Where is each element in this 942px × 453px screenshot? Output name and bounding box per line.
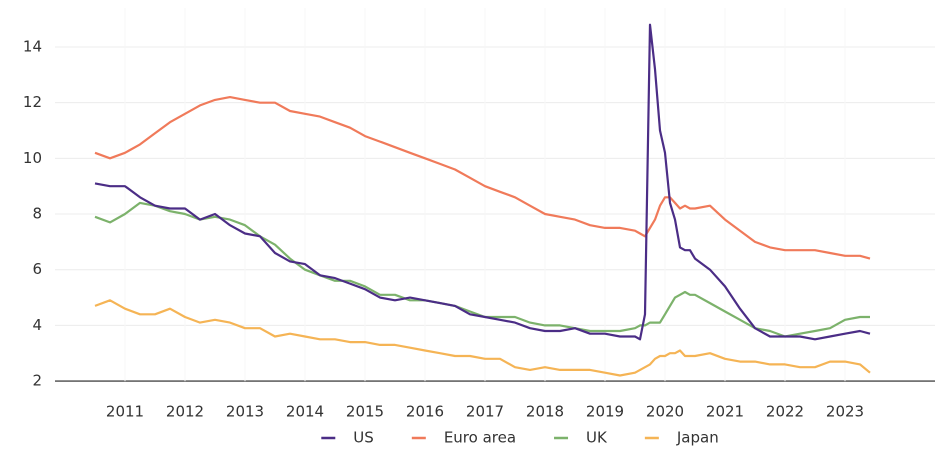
x-tick-label: 2023	[826, 403, 864, 421]
legend-label: US	[353, 429, 374, 447]
x-tick-label: 2021	[706, 403, 744, 421]
x-tick-label: 2013	[226, 403, 264, 421]
series-line	[94, 201, 870, 338]
x-tick-label: 2012	[166, 403, 204, 421]
x-tick-label: 2011	[106, 403, 144, 421]
y-tick-label: 12	[23, 93, 42, 111]
legend-label: Japan	[676, 429, 719, 447]
series-line	[94, 299, 871, 377]
x-tick-label: 2019	[586, 403, 624, 421]
x-tick-label: 2015	[346, 403, 384, 421]
series-line	[94, 23, 871, 341]
x-tick-label: 2017	[466, 403, 504, 421]
x-tick-label: 2016	[406, 403, 444, 421]
series-line	[94, 96, 871, 260]
y-tick-label: 2	[32, 372, 42, 390]
x-tick-label: 2020	[646, 403, 684, 421]
y-tick-label: 8	[32, 205, 42, 223]
x-tick-label: 2022	[766, 403, 804, 421]
x-tick-label: 2014	[286, 403, 324, 421]
legend-label: UK	[586, 429, 608, 447]
x-tick-label: 2018	[526, 403, 564, 421]
y-tick-label: 6	[32, 260, 42, 278]
y-tick-label: 4	[32, 316, 42, 334]
y-tick-label: 14	[23, 37, 42, 55]
legend-label: Euro area	[444, 429, 516, 447]
y-tick-label: 10	[23, 149, 42, 167]
